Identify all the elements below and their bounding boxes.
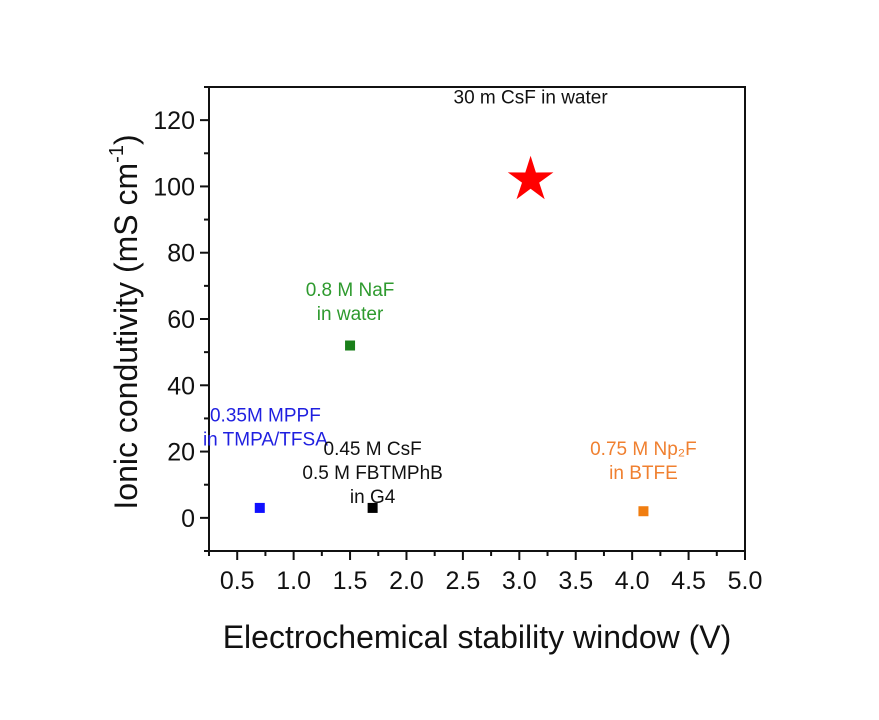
y-tick-label: 100 [153,173,195,201]
y-tick-label: 0 [181,505,195,533]
y-axis-label: Ionic condutivity (mS cm-1) [106,134,144,509]
data-point [638,506,649,517]
data-label: 0.5 M FBTMPhB [302,463,442,484]
x-tick-label: 4.0 [615,567,650,595]
data-label: in G4 [350,487,396,508]
y-tick-label: 120 [153,107,195,135]
x-tick-label: 5.0 [728,567,763,595]
data-point [254,502,265,513]
data-label: in BTFE [609,463,678,484]
data-label: 30 m CsF in water [454,88,609,109]
x-tick-label: 1.5 [333,567,368,595]
y-tick-label: 60 [167,306,195,334]
x-tick-label: 1.0 [276,567,311,595]
data-label: 0.75 M Np₂F [590,439,697,460]
x-tick-label: 4.5 [671,567,706,595]
data-label: in TMPA/TFSA [203,430,328,451]
x-tick-label: 2.5 [446,567,481,595]
y-tick-label: 40 [167,372,195,400]
data-point [367,502,378,513]
data-point [345,340,356,351]
y-tick-label: 80 [167,240,195,268]
data-point-star [507,155,554,200]
x-tick-label: 3.5 [558,567,593,595]
y-tick-label: 20 [167,439,195,467]
data-label: 0.45 M CsF [324,439,422,460]
x-axis-label: Electrochemical stability window (V) [223,619,732,655]
x-tick-label: 0.5 [220,567,255,595]
data-label: 0.8 M NaF [306,280,395,301]
x-tick-label: 3.0 [502,567,537,595]
data-label: 0.35M MPPF [210,406,321,427]
data-label: in water [317,304,384,325]
x-tick-label: 2.0 [389,567,424,595]
